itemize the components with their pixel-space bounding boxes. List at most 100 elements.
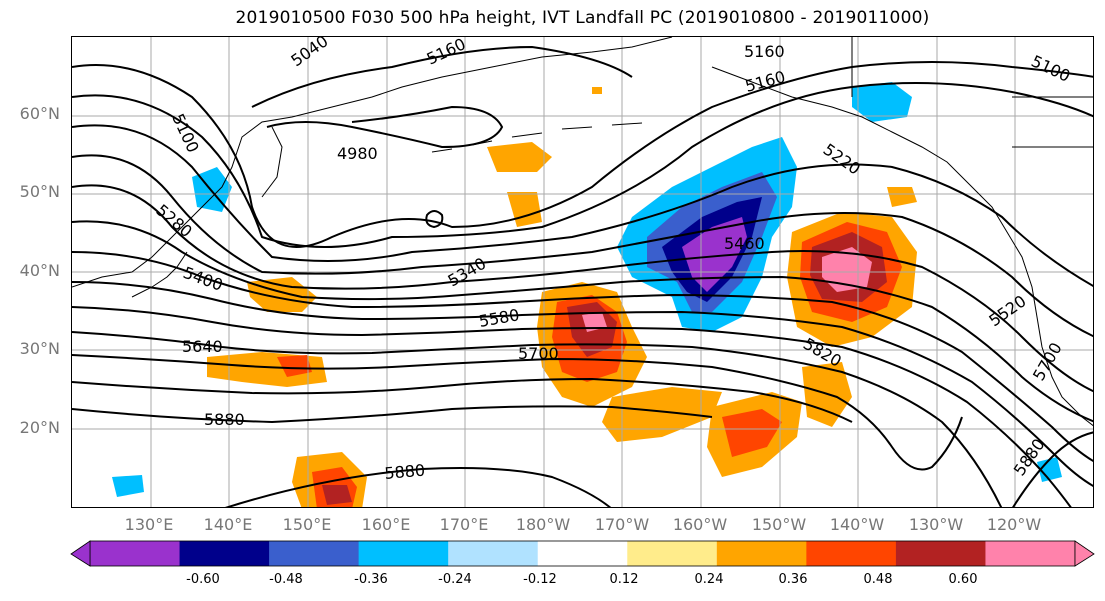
colorbar-tick: 0.24 xyxy=(694,572,724,587)
colorbar-segment xyxy=(358,541,449,566)
colorbar-tick: 0.36 xyxy=(778,572,808,587)
colorbar-tick: -0.12 xyxy=(523,572,557,587)
positive-anomaly-region xyxy=(602,387,722,442)
colorbar-segment xyxy=(90,541,181,566)
positive-anomaly-region xyxy=(822,247,872,292)
colorbar-segment xyxy=(537,541,628,566)
colorbar-segment xyxy=(716,541,807,566)
colorbar-tick: 0.48 xyxy=(863,572,893,587)
lon-label: 150°E xyxy=(282,515,332,534)
contour-5040 xyxy=(251,45,633,108)
lat-label-20n: 20°N xyxy=(19,418,60,437)
contour-label: 5700 xyxy=(518,344,559,363)
kamchatka-coastline xyxy=(261,126,283,198)
contour-label: 5460 xyxy=(724,234,765,253)
contour-5880 xyxy=(72,405,713,424)
colorbar-tick: -0.48 xyxy=(269,572,303,587)
contour-label: 5160 xyxy=(744,42,785,61)
contour-5700 xyxy=(72,354,963,471)
lat-label-50n: 50°N xyxy=(19,182,60,201)
contour-label: 5880 xyxy=(384,461,426,483)
contour-label: 5160 xyxy=(743,67,787,96)
contour-5400 xyxy=(72,220,1093,423)
contour-label: 5400 xyxy=(181,263,226,295)
positive-anomaly-region xyxy=(592,87,602,94)
negative-ivt-fill xyxy=(112,82,1062,497)
contour-4980 xyxy=(266,105,504,149)
contour-label: 5700 xyxy=(1029,339,1066,384)
contour-5580 xyxy=(72,306,1072,507)
graticule xyxy=(72,37,1093,507)
contour-5880-east xyxy=(1012,431,1093,507)
contour-label: 5880 xyxy=(204,410,245,429)
lon-label: 120°W xyxy=(986,515,1042,534)
colorbar-max-extension xyxy=(1074,540,1095,567)
positive-anomaly-region xyxy=(722,409,782,457)
lat-label-40n: 40°N xyxy=(19,261,60,280)
colorbar-segment xyxy=(179,541,270,566)
alaska-coastline xyxy=(711,66,1093,427)
figure-title: 2019010500 F030 500 hPa height, IVT Land… xyxy=(235,8,930,28)
colorbar-tick: -0.24 xyxy=(438,572,472,587)
lat-label-60n: 60°N xyxy=(19,104,60,123)
contour-label: 5340 xyxy=(445,254,490,291)
positive-anomaly-region xyxy=(582,312,607,332)
negative-anomaly-region xyxy=(1037,457,1062,482)
negative-anomaly-region xyxy=(682,217,747,292)
contour-label: 5580 xyxy=(477,305,520,331)
asia-coastline xyxy=(72,37,673,288)
positive-anomaly-region xyxy=(507,192,542,227)
map-panel: 5040 5160 5160 5160 5100 5100 4980 5220 … xyxy=(71,36,1094,508)
height-contours xyxy=(72,45,1093,507)
colorbar-tick: 0.60 xyxy=(948,572,978,587)
lon-label: 130°W xyxy=(908,515,964,534)
colorbar-segment xyxy=(895,541,986,566)
colorbar-segment xyxy=(627,541,718,566)
colorbar-segment xyxy=(269,541,360,566)
contour-5280 xyxy=(72,154,1093,338)
contour-5820 xyxy=(72,377,853,423)
lat-label-30n: 30°N xyxy=(19,339,60,358)
contour-label: 5040 xyxy=(287,37,331,70)
colorbar-min-extension xyxy=(70,540,91,567)
colorbar-segments xyxy=(89,540,1076,567)
contour-5520 xyxy=(72,281,1093,487)
positive-anomaly-region xyxy=(487,142,552,172)
negative-anomaly-region xyxy=(112,475,144,497)
contour-label: 5100 xyxy=(1028,51,1073,85)
lon-label: 160°W xyxy=(672,515,728,534)
closed-low-ring xyxy=(425,210,444,229)
colorbar-tick: -0.60 xyxy=(186,572,220,587)
colorbar-segment xyxy=(806,541,897,566)
colorbar-tick: -0.36 xyxy=(354,572,388,587)
contour-label: 5640 xyxy=(182,337,223,356)
positive-anomaly-region xyxy=(247,277,317,312)
colorbar-segment xyxy=(448,541,539,566)
colorbar-tick: 0.12 xyxy=(609,572,639,587)
lon-label: 160°E xyxy=(361,515,411,534)
map-canvas: 5040 5160 5160 5160 5100 5100 4980 5220 … xyxy=(72,37,1093,507)
contour-label: 5220 xyxy=(820,140,864,179)
contour-5640 xyxy=(72,331,1003,507)
lon-label: 170°E xyxy=(439,515,489,534)
contour-5100 xyxy=(72,61,1093,248)
positive-anomaly-region xyxy=(322,485,352,505)
contour-label: 4980 xyxy=(337,144,378,163)
contour-5340 xyxy=(72,184,1093,393)
colorbar-outline xyxy=(89,540,1076,567)
contour-5160 xyxy=(72,82,1093,248)
japan-coastline xyxy=(131,251,188,298)
lon-label: 140°E xyxy=(203,515,253,534)
contour-5880-south xyxy=(225,467,612,507)
negative-anomaly-region xyxy=(852,82,912,122)
lon-label: 130°E xyxy=(124,515,174,534)
contour-5460 xyxy=(72,251,1093,462)
colorbar-segment xyxy=(985,541,1076,566)
lon-label: 180°W xyxy=(515,515,571,534)
lon-label: 150°W xyxy=(751,515,807,534)
lon-label: 170°W xyxy=(594,515,650,534)
positive-anomaly-region xyxy=(887,187,917,207)
lon-label: 140°W xyxy=(829,515,885,534)
contour-5220 xyxy=(72,124,1093,287)
contour-label: 5160 xyxy=(424,37,469,69)
